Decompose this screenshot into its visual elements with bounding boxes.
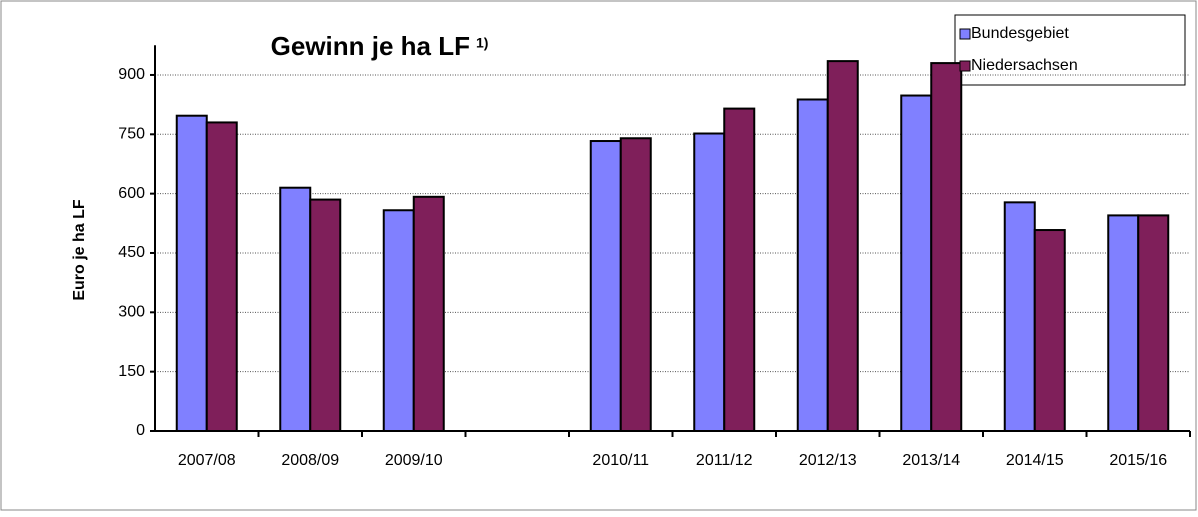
legend-swatch xyxy=(959,28,971,40)
y-tick-label: 150 xyxy=(118,363,145,380)
y-tick-label: 300 xyxy=(118,304,145,321)
y-tick-label: 0 xyxy=(136,422,145,439)
legend-label: Bundesgebiet xyxy=(971,25,1069,42)
bar xyxy=(589,140,622,432)
legend-label: Niedersachsen xyxy=(971,57,1078,74)
legend-swatch xyxy=(959,60,971,72)
title-note: 1) xyxy=(476,35,488,51)
y-tick-label: 900 xyxy=(118,66,145,83)
x-tick-label: 2008/09 xyxy=(281,452,339,469)
bar xyxy=(693,132,726,433)
bar xyxy=(930,62,963,432)
bar xyxy=(279,186,312,432)
y-tick-label: 450 xyxy=(118,244,145,261)
x-tick-label: 2010/11 xyxy=(592,452,649,469)
bar xyxy=(1003,201,1036,432)
bar xyxy=(309,198,342,432)
bar xyxy=(175,114,208,433)
x-tick-label: 2007/08 xyxy=(178,452,236,469)
bar xyxy=(826,60,859,432)
bar xyxy=(900,94,933,433)
bar xyxy=(796,98,829,432)
bar xyxy=(1107,214,1140,432)
bar xyxy=(619,137,652,432)
bar xyxy=(723,107,756,432)
bar xyxy=(382,209,415,432)
y-axis-label: Euro je ha LF xyxy=(71,199,88,301)
bar xyxy=(1033,229,1066,432)
bar xyxy=(205,121,238,432)
y-tick-label: 750 xyxy=(118,126,145,143)
x-tick-label: 2015/16 xyxy=(1109,452,1167,469)
bar xyxy=(1137,214,1170,432)
x-tick-label: 2012/13 xyxy=(799,452,857,469)
legend-box xyxy=(954,14,1186,86)
x-tick-label: 2014/15 xyxy=(1006,452,1064,469)
chart-title: Gewinn je ha LF xyxy=(271,31,470,61)
x-tick-label: 2013/14 xyxy=(902,452,960,469)
y-tick-label: 600 xyxy=(118,185,145,202)
x-tick-label: 2009/10 xyxy=(385,452,443,469)
x-tick-label: 2011/12 xyxy=(696,452,753,469)
bar xyxy=(412,195,445,432)
